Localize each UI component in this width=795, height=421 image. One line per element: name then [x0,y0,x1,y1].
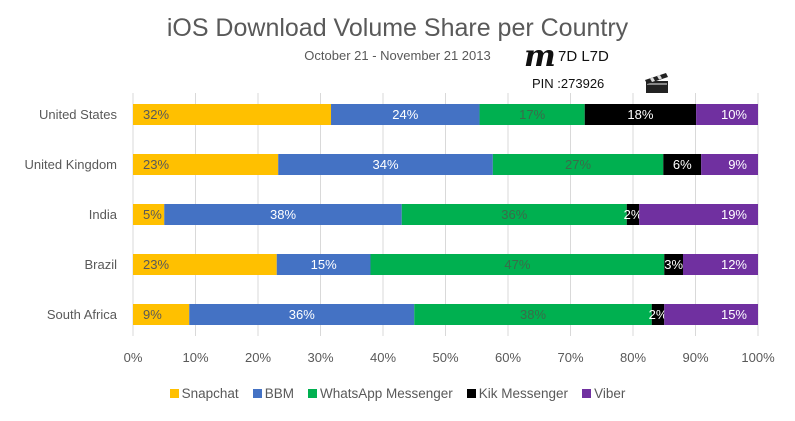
data-label: 2% [649,307,668,322]
bar-segment [701,154,758,175]
bar-segment [492,154,664,175]
bar-segment [584,104,697,125]
x-tick-labels: 0% 10% 20% 30% 40% 50% 60% 70% 80% 90% 100% [124,350,775,365]
legend-label: Viber [594,386,626,401]
bar-segment [664,304,758,325]
category-label: United States [39,107,118,122]
bar-segment [331,104,480,125]
bar-segment [639,204,758,225]
data-label: 32% [143,107,169,122]
data-label: 27% [565,157,591,172]
data-label: 36% [501,207,527,222]
data-label: 6% [673,157,692,172]
x-tick-label: 100% [741,350,775,365]
x-tick-label: 90% [682,350,708,365]
bar-segment [133,104,332,125]
bar-segment [663,154,702,175]
category-label: South Africa [47,307,118,322]
bar-segment [164,204,402,225]
legend-swatch [582,389,592,398]
data-label: 36% [289,307,315,322]
bar-segment [401,204,627,225]
legend-swatch [466,389,476,398]
data-label: 12% [721,257,747,272]
data-label: 24% [392,107,418,122]
watermark: m 7D L7D PIN :273926 [520,42,690,100]
bar-segment [133,154,279,175]
bar-segment [133,304,190,325]
watermark-signature: m [524,39,556,74]
bar-segment [276,254,371,275]
watermark-pin: PIN :273926 [532,76,605,91]
x-tick-label: 0% [124,350,143,365]
data-label: 15% [721,307,747,322]
bars: 32% 24% 17% 18% 10% 23% 34% 27% 6% 9% 5% 38% 36% 2% 19… [133,104,758,325]
category-label: United Kingdom [25,157,118,172]
bar-segment [651,304,665,325]
x-tick-label: 10% [182,350,208,365]
category-label: Brazil [84,257,117,272]
data-label: 17% [519,107,545,122]
legend-item: WhatsApp Messenger [307,386,453,401]
legend-swatch [307,389,317,398]
legend-swatch [169,389,179,398]
legend-item: Viber [582,386,625,401]
bar-segment [278,154,493,175]
x-tick-label: 40% [370,350,396,365]
legend-label: BBM [264,386,294,401]
data-label: 34% [373,157,399,172]
data-label: 3% [664,257,683,272]
data-label: 9% [143,307,162,322]
bar-segment [626,204,640,225]
bar-segment [133,254,277,275]
bar-segment [696,104,758,125]
bar-segment [664,254,683,275]
chart-title: iOS Download Volume Share per Country [166,14,629,42]
legend-item: Snapchat [169,386,239,401]
bar-segment [479,104,585,125]
data-label: 38% [270,207,296,222]
x-tick-label: 50% [432,350,458,365]
legend: Snapchat BBM WhatsApp Messenger Kik Messeng… [0,386,795,401]
x-tick-label: 70% [557,350,583,365]
data-label: 19% [721,207,747,222]
legend-label: Kik Messenger [478,386,569,401]
data-label: 18% [627,107,653,122]
data-label: 9% [728,157,747,172]
chart-subtitle: October 21 - November 21 2013 [304,48,491,63]
watermark-code: 7D L7D [558,48,609,65]
data-label: 23% [143,257,169,272]
bar-segment [189,304,415,325]
category-label: India [89,207,118,222]
legend-swatch [252,389,262,398]
legend-label: Snapchat [181,386,239,401]
data-label: 5% [143,207,162,222]
clapperboard-icon [645,73,668,93]
legend-item: Kik Messenger [466,386,569,401]
data-label: 23% [143,157,169,172]
bar-segment [414,304,652,325]
data-label: 2% [624,207,643,222]
bar-segment [683,254,758,275]
legend-label: WhatsApp Messenger [319,386,453,401]
category-labels: United States United Kingdom India Brazil So… [25,107,118,322]
data-label: 47% [504,257,530,272]
bar-segment [133,204,165,225]
data-label: 38% [520,307,546,322]
legend-item: BBM [252,386,294,401]
bar-segment [370,254,665,275]
data-label: 15% [311,257,337,272]
data-label: 10% [721,107,747,122]
x-tick-label: 30% [307,350,333,365]
x-tick-label: 60% [495,350,521,365]
x-tick-label: 80% [620,350,646,365]
x-tick-label: 20% [245,350,271,365]
